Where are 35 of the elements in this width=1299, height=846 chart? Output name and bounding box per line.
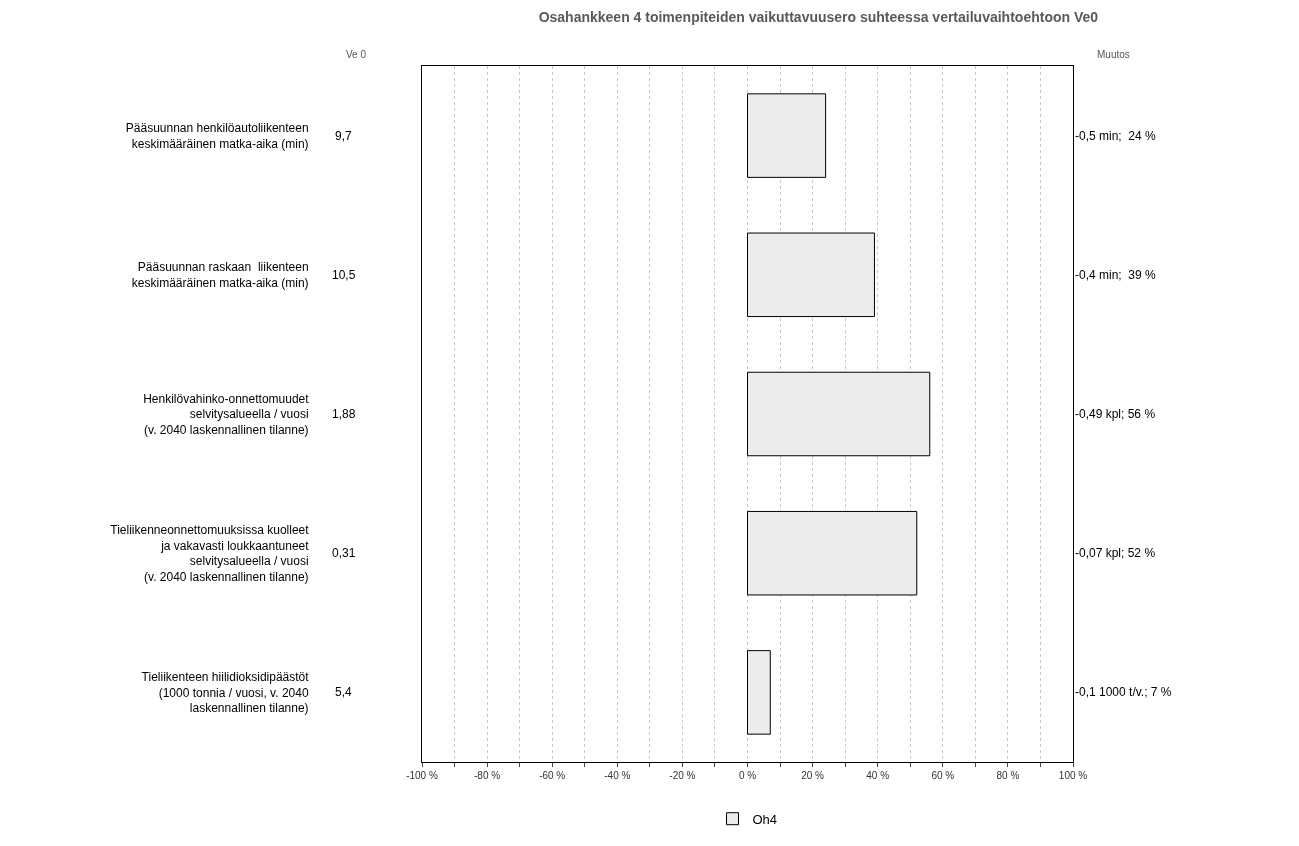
text: -0,5 min; 24 %	[1075, 129, 1157, 143]
x-tick-label: 40 %	[866, 770, 890, 781]
text: Ve 0	[346, 49, 367, 60]
text: 1,88	[332, 407, 356, 421]
bar	[747, 371, 931, 457]
bar	[747, 232, 875, 318]
y-tick-label: Tieliikenteen hiilidioksidipäästöt (1000 tonnia / vuosi, v. 2040 laskennallinen tilanne)	[141, 670, 310, 716]
text: 10,5	[332, 268, 356, 282]
bar	[747, 93, 827, 178]
bar	[747, 650, 771, 735]
legend-label: Oh4	[752, 811, 778, 827]
text: Muutos	[1097, 49, 1130, 60]
chart-title: Osahankkeen 4 toimenpiteiden vaikuttavuusero suhteessa vertailuvaihtoehtoon Ve0	[538, 9, 1099, 26]
text: -0,07 kpl; 52 %	[1075, 546, 1156, 560]
text: 9,7	[335, 129, 353, 143]
x-tick-label: 60 %	[931, 770, 955, 781]
text: 0,31	[332, 546, 356, 560]
x-tick-label: -20 %	[669, 770, 696, 781]
x-tick-label: 0 %	[738, 770, 757, 781]
x-tick-label: 100 %	[1058, 770, 1088, 781]
x-tick-label: 20 %	[801, 770, 825, 781]
x-tick-label: -60 %	[539, 770, 566, 781]
y-tick-label: Pääsuunnan henkilöautoliikenteen keskimääräinen matka-aika (min)	[125, 121, 309, 151]
x-tick-label: -80 %	[474, 770, 501, 781]
text: -0,4 min; 39 %	[1075, 268, 1157, 282]
x-tick-label: 80 %	[996, 770, 1020, 781]
y-tick-label: Henkilövahinko-onnettomuudet selvitysalueella / vuosi (v. 2040 laskennallinen tilanne)	[143, 391, 310, 437]
y-tick-label: Pääsuunnan raskaan liikenteen keskimääräinen matka-aika (min)	[131, 260, 309, 290]
text: 5,4	[335, 685, 353, 699]
x-tick-label: -40 %	[604, 770, 631, 781]
x-tick-label: -100 %	[406, 770, 438, 781]
text: -0,1 1000 t/v.; 7 %	[1075, 685, 1172, 699]
bar	[747, 510, 918, 596]
y-tick-label: Tieliikenneonnettomuuksissa kuolleet ja vakavasti loukkaantuneet selvitysalueella / vuosi (v. 2040 laskennallinen tilanne)	[110, 523, 310, 584]
text: -0,49 kpl; 56 %	[1075, 407, 1156, 421]
